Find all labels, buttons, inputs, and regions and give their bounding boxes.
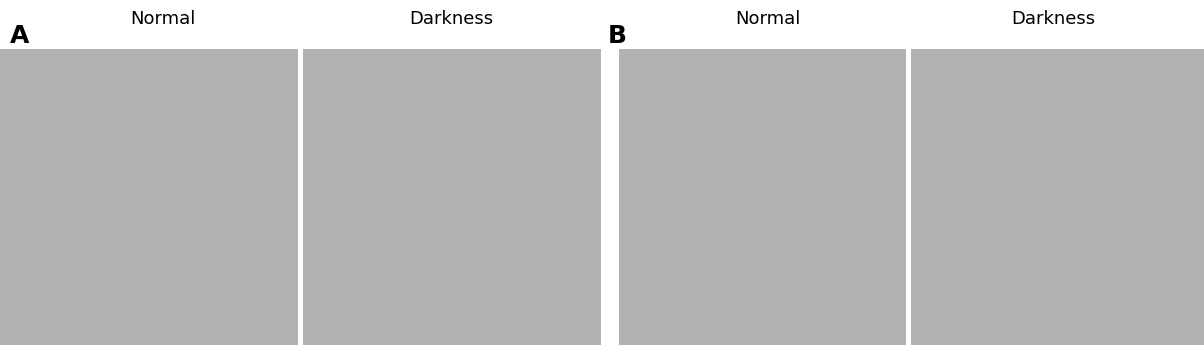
Text: Darkness: Darkness (1011, 10, 1096, 29)
Text: Normal: Normal (130, 10, 195, 29)
Text: Normal: Normal (736, 10, 801, 29)
Text: B: B (608, 24, 627, 48)
Text: A: A (10, 24, 29, 48)
Text: Darkness: Darkness (409, 10, 494, 29)
